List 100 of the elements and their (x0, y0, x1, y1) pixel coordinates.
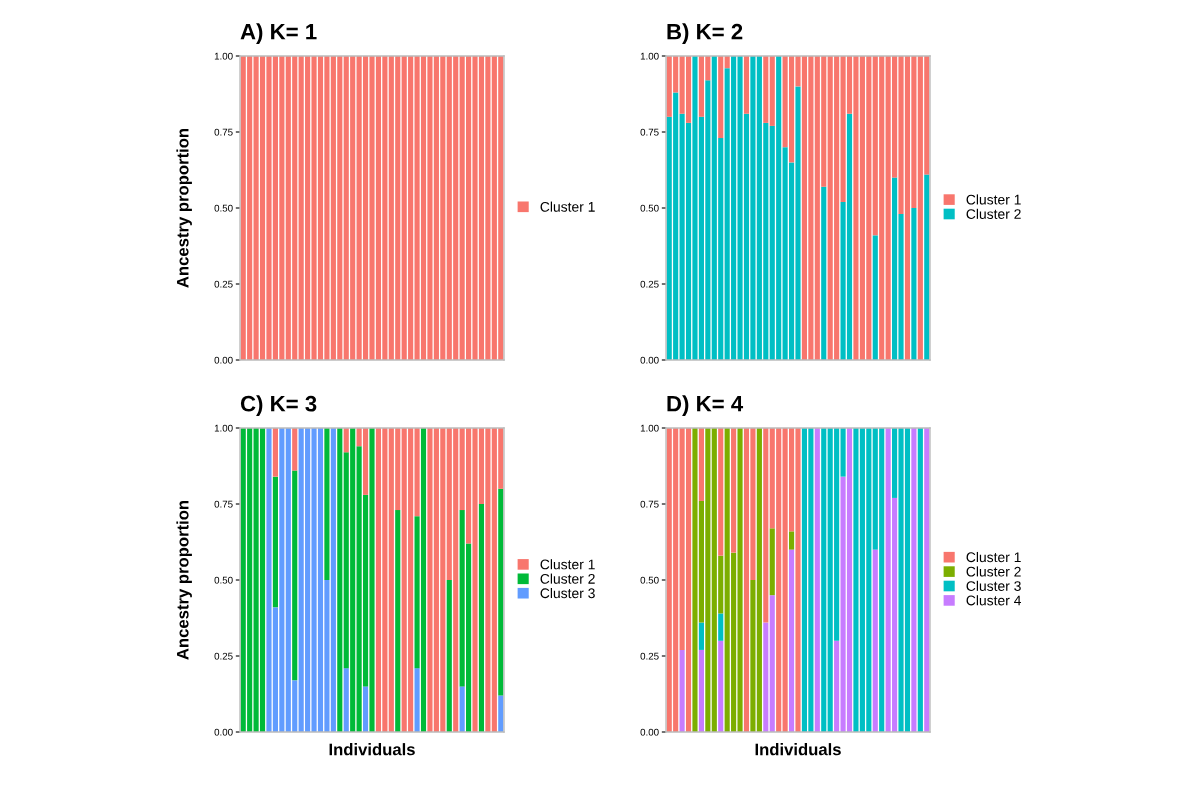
bar (362, 428, 369, 495)
bar (685, 56, 692, 123)
bar (737, 428, 743, 732)
bar (911, 428, 917, 732)
bar (750, 56, 756, 360)
bar (253, 428, 259, 732)
bar (808, 56, 814, 360)
bar (898, 428, 904, 732)
bar (801, 56, 808, 360)
bar (317, 428, 324, 732)
bar (485, 428, 491, 732)
bar (821, 186, 827, 360)
bar (769, 595, 775, 732)
bar (846, 428, 853, 732)
bar (666, 56, 672, 117)
bar (259, 428, 266, 732)
bar (311, 428, 317, 732)
bar (827, 56, 833, 360)
chart-title: A) K= 1 (240, 23, 317, 44)
bar (337, 428, 343, 732)
bar (698, 428, 704, 501)
bar (298, 428, 304, 732)
bar (272, 476, 278, 608)
x-axis-title: Individuals (755, 743, 841, 756)
bar (853, 428, 859, 732)
bar (718, 56, 724, 139)
bar (769, 528, 775, 596)
bar (427, 428, 433, 732)
bar (814, 56, 820, 360)
bar (350, 428, 356, 732)
bar (408, 428, 414, 732)
bar (472, 428, 478, 732)
bar (904, 56, 911, 360)
bar (382, 428, 388, 732)
bar (879, 56, 885, 360)
bar (795, 86, 801, 360)
bar (872, 549, 878, 732)
bar (330, 428, 336, 732)
bar (343, 668, 349, 732)
bar (756, 56, 762, 360)
chart-title: D) K= 4 (667, 395, 744, 416)
bar (679, 649, 685, 732)
bar (692, 56, 698, 360)
bar (743, 56, 750, 114)
bar (924, 174, 930, 360)
x-axis-title: Individuals (329, 743, 415, 756)
bar (711, 428, 717, 732)
bar (446, 580, 452, 732)
bar (776, 428, 782, 732)
bar (673, 92, 679, 360)
y-axis-title: Ancestry proportion (176, 500, 192, 660)
bar (731, 428, 737, 553)
bar (904, 428, 911, 732)
bar (846, 113, 853, 360)
bar (343, 428, 349, 453)
bar (859, 428, 865, 732)
bar (859, 56, 865, 360)
bar (279, 428, 285, 732)
bar (324, 428, 330, 580)
bar (498, 488, 504, 696)
bar (718, 640, 724, 732)
bar (698, 622, 704, 650)
bar (866, 56, 872, 360)
chart-title: C) K= 3 (240, 395, 317, 416)
bar (788, 549, 795, 732)
bar (763, 428, 769, 623)
bar (814, 428, 820, 732)
bar (498, 695, 504, 732)
bar (685, 428, 692, 732)
bar (305, 428, 311, 732)
bar (718, 613, 724, 641)
bar (388, 428, 394, 732)
bar (478, 504, 485, 732)
bar (362, 686, 369, 732)
bar (247, 428, 253, 732)
bar (395, 510, 401, 732)
bar (731, 56, 737, 360)
bar (453, 428, 459, 732)
bar (285, 428, 291, 732)
bar (743, 428, 750, 732)
bar (885, 56, 891, 360)
bar (459, 686, 465, 732)
bar (808, 428, 814, 732)
bar (272, 428, 278, 477)
bar (776, 56, 782, 360)
bar (414, 668, 420, 732)
bar (879, 428, 885, 732)
bar (292, 428, 298, 471)
bar (769, 56, 775, 126)
bar (369, 428, 375, 732)
bar (737, 56, 743, 360)
bar (872, 235, 878, 360)
bar (917, 56, 923, 360)
bar (821, 428, 827, 732)
bar (698, 649, 704, 732)
bar (788, 531, 795, 550)
bar (885, 428, 891, 732)
bar (892, 177, 898, 360)
bar (375, 428, 382, 732)
bar (788, 56, 795, 163)
